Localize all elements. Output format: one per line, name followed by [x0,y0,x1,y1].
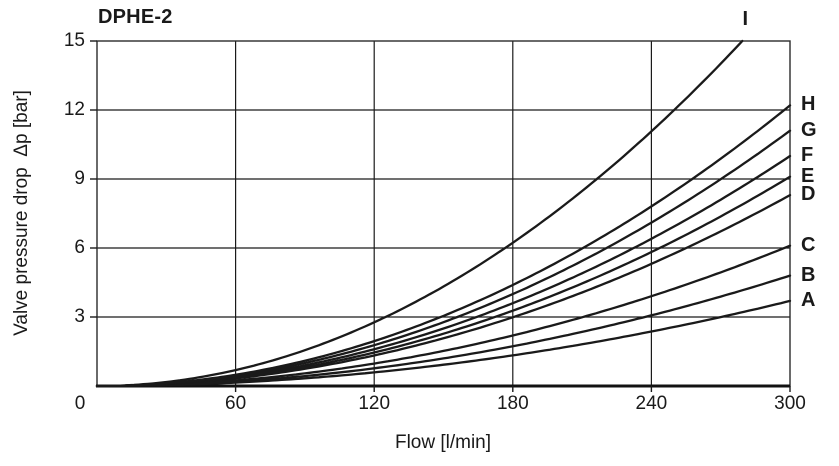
curve-label-B: B [801,263,816,286]
curve-I [95,39,744,388]
curve-label-F: F [801,144,814,166]
curve-label-C: C [801,233,816,256]
curve-label-D: D [801,183,816,206]
y-tick-label: 6 [74,237,85,258]
y-tick-label: 9 [74,168,85,189]
curve-H [95,104,792,388]
curve-G [95,129,792,388]
curve-label-H: H [801,93,816,116]
x-tick-label: 60 [225,393,247,414]
x-tick-label: 120 [358,393,391,414]
y-tick-label: 12 [63,99,85,120]
curve-E [95,175,792,388]
y-tick-label: 15 [63,30,85,51]
y-tick-label: 3 [74,306,85,327]
x-tick-label: 240 [635,393,668,414]
x-tick-label: 300 [774,393,806,414]
curve-A [95,299,792,388]
curve-C [95,244,792,388]
curve-B [95,274,792,388]
curve-label-G: G [801,118,817,141]
origin-tick-label: 0 [74,393,86,414]
chart-title: DPHE-2 [98,6,173,28]
curve-label-I: I [742,8,749,30]
x-tick-label: 180 [496,393,529,414]
curve-label-A: A [801,288,816,311]
curve-label-E: E [801,164,815,187]
x-axis-title: Flow [l/min] [394,432,492,453]
